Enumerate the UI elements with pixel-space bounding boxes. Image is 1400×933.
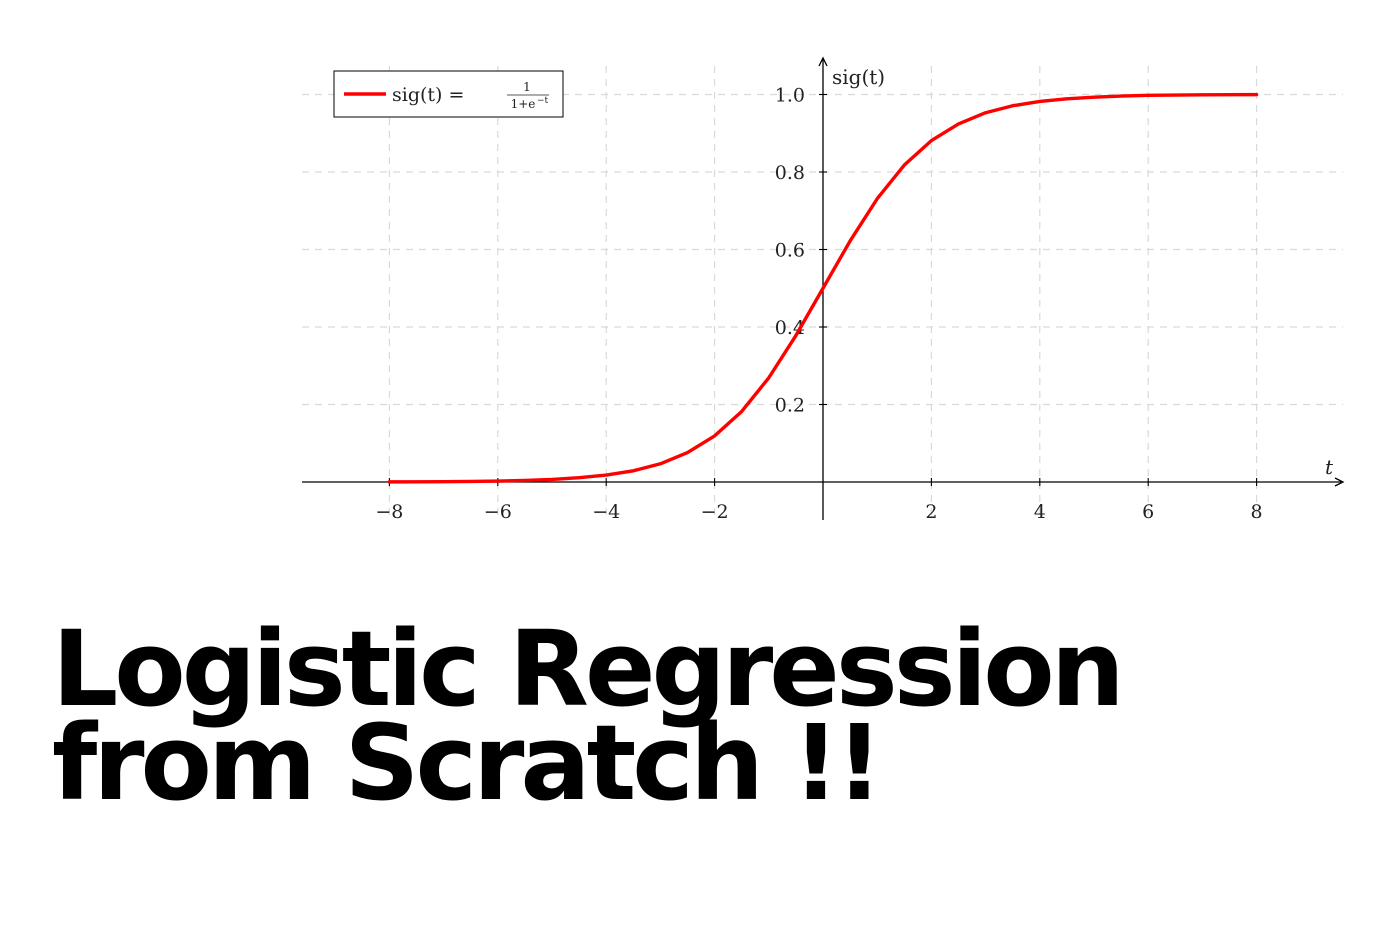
title-line-1: Logistic Regression [52,608,1125,730]
x-axis-label: t [1325,455,1334,479]
x-tick-label: −8 [375,501,403,523]
title-line-2: from Scratch !! [52,702,883,824]
legend-denominator: 1+e [511,97,536,111]
x-tick-label: 2 [925,501,937,523]
x-tick-label: −2 [701,501,729,523]
y-tick-label: 1.0 [775,85,805,107]
y-tick-label: 0.2 [775,395,805,417]
x-axis-arrow [1334,477,1345,487]
x-tick-label: −6 [484,501,512,523]
y-axis-label: sig(t) [832,65,885,89]
page-title: Logistic Regression from Scratch !! [52,608,1125,824]
y-tick-label: 0.8 [775,162,805,184]
x-tick-label: −4 [592,501,620,523]
x-tick-label: 8 [1251,501,1263,523]
legend-exponent: −t [537,96,549,106]
x-tick-label: 4 [1034,501,1046,523]
y-axis-arrow [818,56,828,67]
legend: sig(t) = 1 1+e −t [333,70,564,118]
legend-lhs: sig(t) = [392,84,464,106]
x-tick-label: 6 [1142,501,1154,523]
legend-numerator: 1 [523,80,531,94]
series [387,92,1259,484]
y-tick-label: 0.6 [775,240,805,262]
